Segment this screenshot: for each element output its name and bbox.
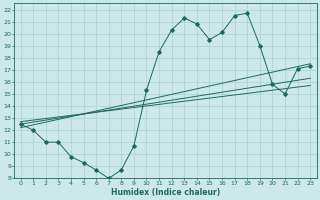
X-axis label: Humidex (Indice chaleur): Humidex (Indice chaleur) bbox=[111, 188, 220, 197]
